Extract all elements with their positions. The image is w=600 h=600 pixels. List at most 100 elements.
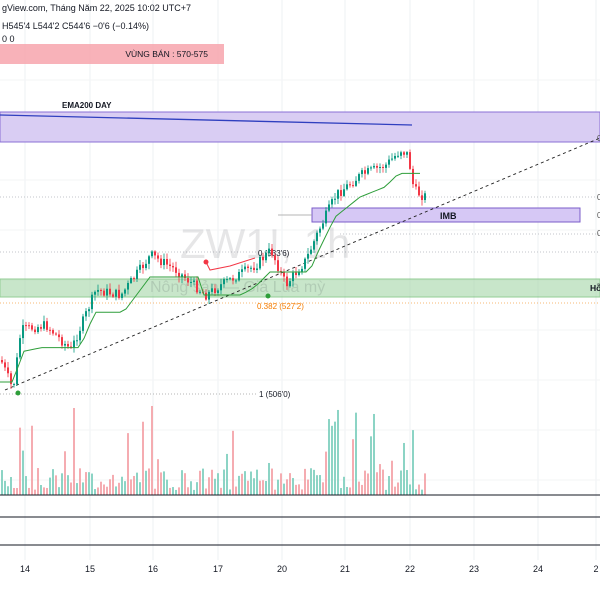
candle-body xyxy=(259,256,261,269)
ema200-line xyxy=(0,114,413,126)
candle-body xyxy=(322,223,324,229)
volume-bar xyxy=(370,436,372,495)
candle-body xyxy=(406,152,408,155)
volume-bar xyxy=(223,469,225,495)
x-axis-tick-22: 22 xyxy=(405,564,415,574)
volume-bar xyxy=(415,489,417,495)
volume-bar xyxy=(100,481,102,495)
candle-body xyxy=(118,289,120,298)
candle-body xyxy=(319,228,321,233)
volume-bar xyxy=(166,479,168,495)
x-axis-tick-20: 20 xyxy=(277,564,287,574)
candle-body xyxy=(193,280,195,282)
volume-bar xyxy=(352,439,354,495)
volume-bar xyxy=(157,459,159,495)
candle-body xyxy=(241,269,243,272)
candle-body xyxy=(361,170,363,175)
candle-body xyxy=(121,293,123,298)
volume-bar xyxy=(22,450,24,495)
volume-bar xyxy=(307,479,309,495)
candle-body xyxy=(244,266,246,270)
volume-bar xyxy=(361,484,363,495)
candle-body xyxy=(286,276,288,287)
volume-bar xyxy=(283,483,285,495)
volume-bar xyxy=(241,473,243,495)
volume-bar xyxy=(199,470,201,495)
candle-body xyxy=(67,343,69,347)
candle-body xyxy=(298,272,300,276)
candle-body xyxy=(223,279,225,285)
candle-body xyxy=(184,274,186,279)
candle-body xyxy=(226,279,228,281)
volume-bar xyxy=(232,430,234,495)
ohlc-readout: H545'4 L544'2 C544'6 −0'6 (−0.14%) xyxy=(2,21,149,31)
volume-bar xyxy=(376,472,378,495)
volume-bar xyxy=(382,469,384,495)
candle-body xyxy=(49,329,51,331)
candle-body xyxy=(349,184,351,186)
volume-bar xyxy=(319,475,321,495)
candle-body xyxy=(142,264,144,269)
volume-bar xyxy=(19,427,21,495)
volume-bar xyxy=(316,475,318,495)
volume-bar xyxy=(364,470,366,495)
volume-bar xyxy=(409,484,411,495)
candle-body xyxy=(4,362,6,368)
fib-level-0-label: 0 (533'6) xyxy=(258,249,290,258)
candle-body xyxy=(343,189,345,196)
volume-bar xyxy=(322,482,324,495)
candle-body xyxy=(127,282,129,290)
volume-bar xyxy=(61,473,63,495)
volume-bar xyxy=(412,430,414,495)
candle-body xyxy=(208,291,210,300)
volume-bar xyxy=(94,489,96,495)
candle-body xyxy=(250,267,252,269)
volume-bar xyxy=(268,462,270,495)
candle-body xyxy=(346,184,348,190)
volume-bar xyxy=(82,482,84,495)
volume-bar xyxy=(181,470,183,495)
volume-bar xyxy=(46,487,48,495)
candle-body xyxy=(175,267,177,273)
candle-body xyxy=(160,258,162,266)
volume-bar xyxy=(229,489,231,495)
volume-bar xyxy=(190,481,192,495)
volume-bar xyxy=(235,486,237,495)
candle-body xyxy=(169,264,171,266)
volume-bar xyxy=(280,473,282,495)
candle-body xyxy=(139,264,141,270)
candle-body xyxy=(157,255,159,259)
volume-bar xyxy=(55,475,57,495)
volume-bar xyxy=(112,474,114,495)
candle-body xyxy=(37,327,39,333)
candle-body xyxy=(103,290,105,296)
candle-body xyxy=(82,316,84,331)
candle-body xyxy=(400,152,402,156)
volume-bar xyxy=(250,471,252,495)
volume-bar xyxy=(271,468,273,495)
volume-bar xyxy=(313,469,315,495)
volume-bar xyxy=(139,482,141,495)
candle-body xyxy=(376,165,378,168)
candle-body xyxy=(304,258,306,269)
volume-bar xyxy=(58,487,60,495)
volume-bar xyxy=(148,468,150,495)
candle-body xyxy=(394,155,396,159)
volume-bar xyxy=(151,405,153,495)
volume-bar xyxy=(130,479,132,495)
support-zone-label: Hỗ xyxy=(590,283,600,293)
candle-body xyxy=(136,269,138,279)
volume-bar xyxy=(34,489,36,495)
ema200-label: EMA200 DAY xyxy=(62,101,112,110)
candle-body xyxy=(373,165,375,168)
volume-bar xyxy=(43,487,45,495)
volume-bar xyxy=(10,477,12,495)
volume-bar xyxy=(253,478,255,495)
volume-bar xyxy=(256,469,258,495)
candle-body xyxy=(34,329,36,333)
volume-bar xyxy=(4,480,6,495)
volume-bar xyxy=(259,480,261,495)
candle-body xyxy=(94,291,96,295)
